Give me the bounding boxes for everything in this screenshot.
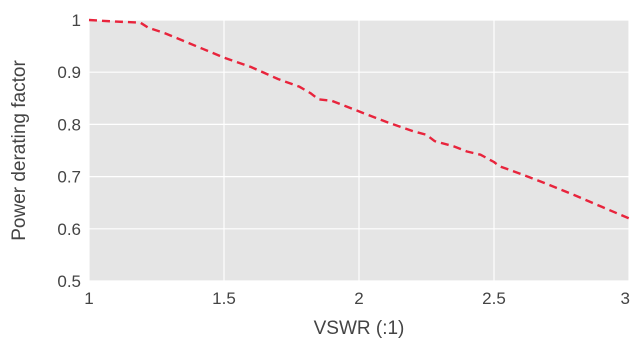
- x-tick-label: 2: [354, 289, 363, 308]
- x-axis-label: VSWR (:1): [314, 318, 405, 339]
- x-tick-label: 2.5: [482, 289, 506, 308]
- grid-lines: [88, 19, 630, 282]
- y-tick-label: 1: [72, 11, 81, 30]
- series-layer: [88, 18, 630, 220]
- y-tick-label: 0.5: [57, 272, 81, 291]
- x-tick-label: 1.5: [212, 289, 236, 308]
- x-tick-label: 3: [621, 289, 630, 308]
- y-tick-label: 0.6: [57, 220, 81, 239]
- y-axis-label: Power derating factor: [9, 60, 30, 241]
- x-tick-label: 1: [84, 289, 93, 308]
- y-tick-label: 0.7: [57, 168, 81, 187]
- y-axis-ticks: 0.5 0.6 0.7 0.8 0.9 1: [57, 11, 81, 291]
- series-line: [88, 18, 630, 220]
- y-tick-label: 0.9: [57, 63, 81, 82]
- x-axis-ticks: 1 1.5 2 2.5 3: [84, 289, 630, 308]
- y-tick-label: 0.8: [57, 115, 81, 134]
